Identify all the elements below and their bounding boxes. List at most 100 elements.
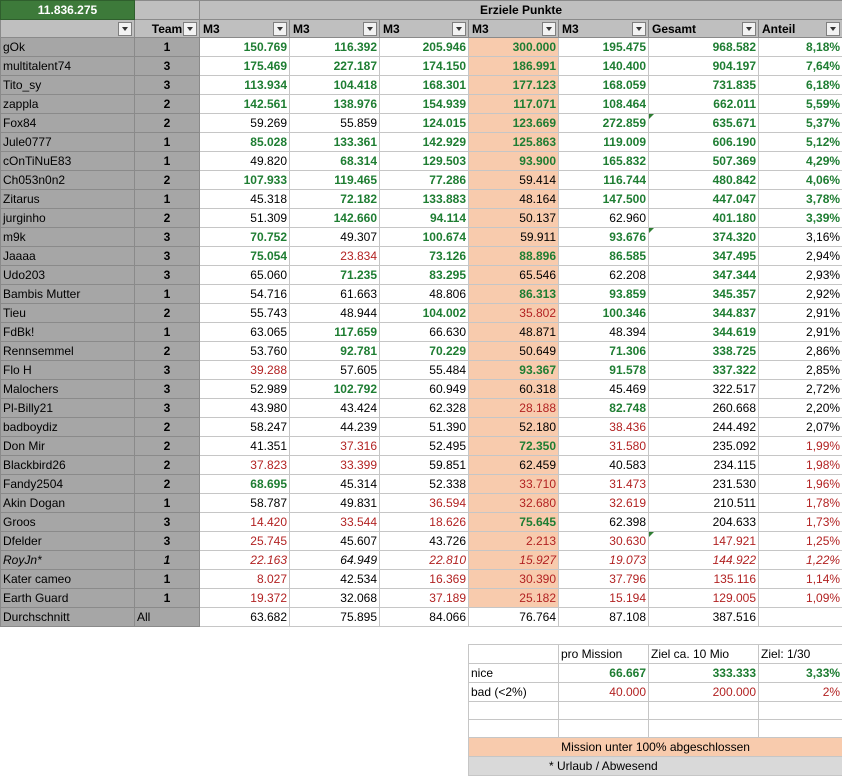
filter-dropdown-icon[interactable] <box>363 22 377 36</box>
mission-score: 168.059 <box>558 75 649 95</box>
average-total: 387.516 <box>648 607 759 627</box>
mission-score: 32.619 <box>558 493 649 513</box>
mission-score: 107.933 <box>199 170 290 190</box>
mission-score: 142.660 <box>289 208 380 228</box>
target-value: 200.000 <box>648 682 759 702</box>
column-label: Team <box>151 22 183 36</box>
filter-dropdown-icon[interactable] <box>826 22 841 36</box>
mission-score: 61.663 <box>289 284 380 304</box>
team-number: 1 <box>134 189 200 209</box>
empty-row <box>1 701 842 720</box>
mission-score: 19.372 <box>199 588 290 608</box>
targets-header: Ziel ca. 10 Mio <box>648 644 759 664</box>
player-name: RoyJn* <box>0 550 135 570</box>
filter-dropdown-icon[interactable] <box>183 22 197 36</box>
mission-score: 195.475 <box>558 37 649 57</box>
mission-score: 71.306 <box>558 341 649 361</box>
share-percent: 1,73% <box>757 512 842 532</box>
table-row: cOnTiNuE83 1 49.820 68.314 129.503 93.900 165.… <box>0 151 842 171</box>
target-value: 40.000 <box>558 682 649 702</box>
team-number: 2 <box>134 474 200 494</box>
player-name: Fox84 <box>0 113 135 133</box>
total-score: 338.725 <box>648 341 759 361</box>
team-number: 3 <box>134 360 200 380</box>
mission-score: 62.208 <box>558 265 649 285</box>
mission-score: 227.187 <box>289 56 380 76</box>
player-name: jurginho <box>0 208 135 228</box>
filter-dropdown-icon[interactable] <box>542 22 556 36</box>
blank-cell <box>1 664 469 683</box>
total-score: 234.115 <box>648 455 759 475</box>
table-row: Kater cameo 1 8.027 42.534 16.369 30.390 37.79… <box>0 569 842 589</box>
mission-score: 168.301 <box>379 75 469 95</box>
mission-score: 73.126 <box>379 246 469 266</box>
total-score: 337.322 <box>648 360 759 380</box>
mission-score: 33.710 <box>468 474 559 494</box>
player-name: Blackbird26 <box>0 455 135 475</box>
mission-score: 71.235 <box>289 265 380 285</box>
mission-score: 93.900 <box>468 151 559 171</box>
mission-score: 55.743 <box>199 303 290 323</box>
total-score: 904.197 <box>648 56 759 76</box>
average-score: 76.764 <box>468 607 559 627</box>
share-percent: 2,91% <box>757 322 842 342</box>
total-score: 480.842 <box>648 170 759 190</box>
mission-score: 45.318 <box>199 189 290 209</box>
table-row: Tito_sy 3 113.934 104.418 168.301 177.123 168.… <box>0 75 842 95</box>
filter-dropdown-icon[interactable] <box>273 22 287 36</box>
targets-header-row: pro Mission Ziel ca. 10 Mio Ziel: 1/30 <box>1 644 842 664</box>
mission-score: 57.605 <box>289 360 380 380</box>
mission-score: 65.546 <box>468 265 559 285</box>
mission-score: 102.792 <box>289 379 380 399</box>
mission-score: 100.346 <box>558 303 649 323</box>
team-number: 2 <box>134 208 200 228</box>
mission-score: 117.071 <box>468 94 559 114</box>
mission-score: 37.316 <box>289 436 380 456</box>
mission-score: 140.400 <box>558 56 649 76</box>
filter-dropdown-icon[interactable] <box>742 22 756 36</box>
filter-dropdown-icon[interactable] <box>118 22 132 36</box>
mission-score: 50.649 <box>468 341 559 361</box>
mission-score: 31.473 <box>558 474 649 494</box>
team-number: 1 <box>134 569 200 589</box>
mission-score: 72.182 <box>289 189 380 209</box>
blank-cell <box>1 757 469 776</box>
share-percent: 4,06% <box>757 170 842 190</box>
table-row: Groos 3 14.420 33.544 18.626 75.645 62.398 204.… <box>0 512 842 532</box>
total-score: 968.582 <box>648 37 759 57</box>
empty-cell <box>757 701 842 720</box>
total-score: 135.116 <box>648 569 759 589</box>
mission-score: 54.716 <box>199 284 290 304</box>
mission-score: 32.680 <box>468 493 559 513</box>
team-number: 3 <box>134 246 200 266</box>
mission-score: 104.002 <box>379 303 469 323</box>
team-number: 2 <box>134 417 200 437</box>
filter-dropdown-icon[interactable] <box>452 22 466 36</box>
mission-score: 48.806 <box>379 284 469 304</box>
filter-dropdown-icon[interactable] <box>632 22 646 36</box>
mission-score: 52.989 <box>199 379 290 399</box>
table-row: Fandy2504 2 68.695 45.314 52.338 33.710 31.473… <box>0 474 842 494</box>
share-percent: 1,09% <box>757 588 842 608</box>
mission-score: 53.760 <box>199 341 290 361</box>
mission-score: 70.752 <box>199 227 290 247</box>
mission-score: 52.180 <box>468 417 559 437</box>
table-row: Earth Guard 1 19.372 32.068 37.189 25.182 15.1… <box>0 588 842 608</box>
table-row: Don Mir 2 41.351 37.316 52.495 72.350 31.580 23… <box>0 436 842 456</box>
column-label: M3 <box>203 22 220 36</box>
total-score: 129.005 <box>648 588 759 608</box>
mission-score: 31.580 <box>558 436 649 456</box>
column-label: Anteil <box>762 22 796 36</box>
mission-score: 55.484 <box>379 360 469 380</box>
targets-empty <box>468 644 559 664</box>
header-anteil: Anteil <box>757 19 842 38</box>
mission-score: 52.495 <box>379 436 469 456</box>
share-percent: 5,37% <box>757 113 842 133</box>
target-value: 2% <box>757 682 842 702</box>
table-row: jurginho 2 51.309 142.660 94.114 50.137 62.960… <box>0 208 842 228</box>
share-percent: 4,29% <box>757 151 842 171</box>
table-row: Udo203 3 65.060 71.235 83.295 65.546 62.208 347… <box>0 265 842 285</box>
average-score: 84.066 <box>379 607 469 627</box>
player-name: Malochers <box>0 379 135 399</box>
header-gesamt: Gesamt <box>648 19 759 38</box>
